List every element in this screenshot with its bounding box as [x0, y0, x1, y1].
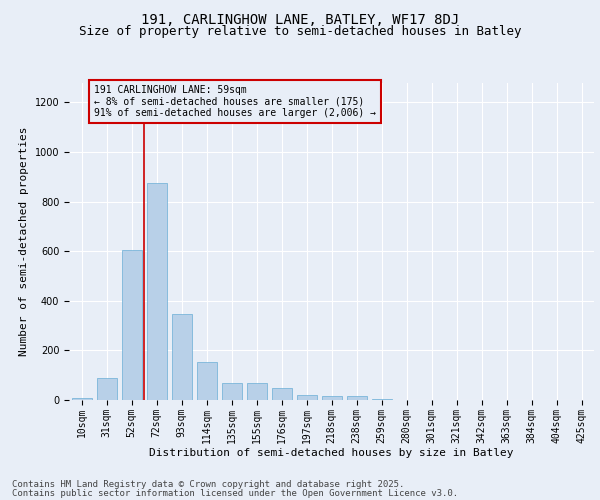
- Y-axis label: Number of semi-detached properties: Number of semi-detached properties: [19, 126, 29, 356]
- Bar: [347, 396, 367, 400]
- Bar: [71, 398, 91, 400]
- Text: 191 CARLINGHOW LANE: 59sqm
← 8% of semi-detached houses are smaller (175)
91% of: 191 CARLINGHOW LANE: 59sqm ← 8% of semi-…: [94, 85, 376, 118]
- Bar: [221, 383, 241, 400]
- Text: 191, CARLINGHOW LANE, BATLEY, WF17 8DJ: 191, CARLINGHOW LANE, BATLEY, WF17 8DJ: [141, 12, 459, 26]
- Bar: [296, 394, 317, 400]
- Text: Contains public sector information licensed under the Open Government Licence v3: Contains public sector information licen…: [12, 489, 458, 498]
- Text: Size of property relative to semi-detached houses in Batley: Size of property relative to semi-detach…: [79, 25, 521, 38]
- Bar: [172, 314, 191, 400]
- Bar: [322, 396, 341, 400]
- Bar: [146, 183, 167, 400]
- Bar: [247, 383, 266, 400]
- Bar: [271, 388, 292, 400]
- Text: Contains HM Land Registry data © Crown copyright and database right 2025.: Contains HM Land Registry data © Crown c…: [12, 480, 404, 489]
- Bar: [121, 250, 142, 400]
- Bar: [197, 362, 217, 400]
- Bar: [97, 378, 116, 400]
- X-axis label: Distribution of semi-detached houses by size in Batley: Distribution of semi-detached houses by …: [149, 448, 514, 458]
